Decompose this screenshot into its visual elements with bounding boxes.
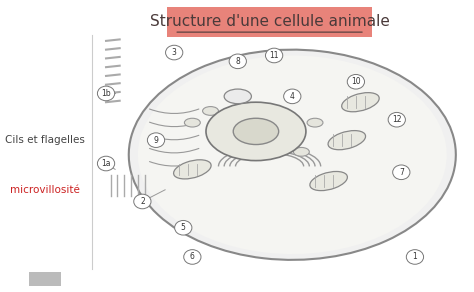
Ellipse shape <box>328 131 365 150</box>
Text: 6: 6 <box>190 253 195 261</box>
FancyBboxPatch shape <box>167 7 372 36</box>
Ellipse shape <box>229 54 246 69</box>
Ellipse shape <box>98 86 115 101</box>
Text: 1: 1 <box>412 253 417 261</box>
Ellipse shape <box>134 194 151 209</box>
Ellipse shape <box>206 102 306 161</box>
Ellipse shape <box>283 89 301 104</box>
Text: 1a: 1a <box>101 159 111 168</box>
Ellipse shape <box>147 133 164 147</box>
Text: 7: 7 <box>399 168 404 177</box>
FancyArrowPatch shape <box>149 122 199 127</box>
Ellipse shape <box>202 107 219 115</box>
Ellipse shape <box>347 74 365 89</box>
Text: 3: 3 <box>172 48 177 57</box>
Ellipse shape <box>224 89 251 104</box>
Ellipse shape <box>174 220 192 235</box>
Ellipse shape <box>98 156 115 171</box>
Ellipse shape <box>265 48 283 63</box>
Ellipse shape <box>165 45 183 60</box>
Ellipse shape <box>392 165 410 180</box>
Ellipse shape <box>184 118 201 127</box>
Ellipse shape <box>129 50 456 260</box>
Ellipse shape <box>388 112 405 127</box>
Ellipse shape <box>173 160 211 179</box>
Bar <box>29 272 61 286</box>
Text: 11: 11 <box>269 51 279 60</box>
Text: microvillosité: microvillosité <box>10 185 80 195</box>
Text: 1b: 1b <box>101 89 111 98</box>
Text: 12: 12 <box>392 115 401 124</box>
Ellipse shape <box>184 250 201 264</box>
Text: 5: 5 <box>181 223 186 232</box>
Ellipse shape <box>138 55 447 254</box>
Ellipse shape <box>233 118 279 145</box>
Text: 10: 10 <box>351 77 361 86</box>
Text: 2: 2 <box>140 197 145 206</box>
FancyArrowPatch shape <box>149 135 199 140</box>
Ellipse shape <box>310 171 347 191</box>
Text: 8: 8 <box>236 57 240 66</box>
FancyArrowPatch shape <box>149 161 199 166</box>
Text: Structure d'une cellule animale: Structure d'une cellule animale <box>150 14 390 29</box>
Text: 4: 4 <box>290 92 295 101</box>
Text: Cils et flagelles: Cils et flagelles <box>5 135 85 145</box>
FancyArrowPatch shape <box>149 109 199 114</box>
FancyArrowPatch shape <box>149 148 199 153</box>
Ellipse shape <box>342 93 379 112</box>
Ellipse shape <box>406 250 424 264</box>
Ellipse shape <box>307 118 323 127</box>
Ellipse shape <box>293 147 310 156</box>
Text: 9: 9 <box>154 136 158 145</box>
